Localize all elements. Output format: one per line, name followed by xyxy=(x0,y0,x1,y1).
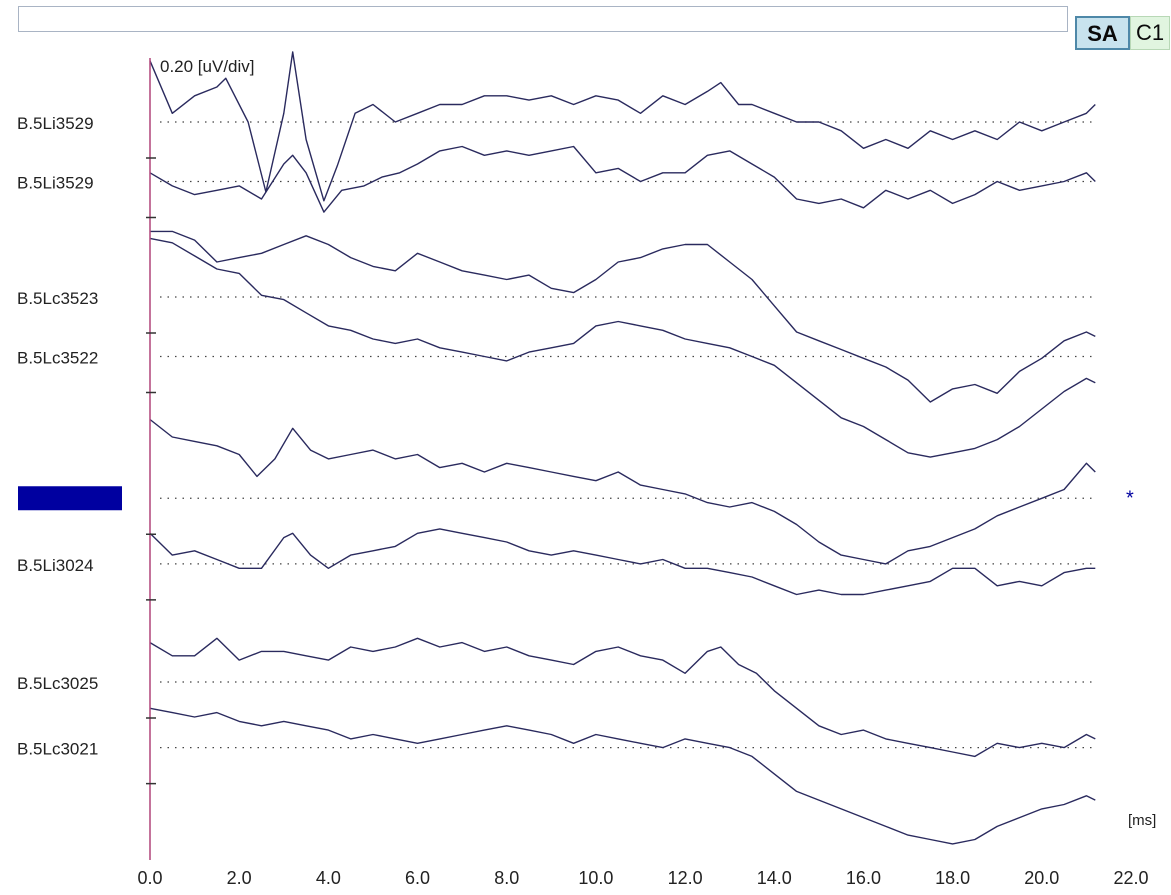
x-tick-label: 14.0 xyxy=(757,868,792,888)
signal-trace xyxy=(150,638,1095,756)
x-tick-label: 2.0 xyxy=(227,868,252,888)
channel-label-group: B.5Li3529 B.5Li3529 B.5Lc3523 B.5Lc3522 * B.5… xyxy=(17,114,1134,759)
x-tick-label: 12.0 xyxy=(668,868,703,888)
signal-trace xyxy=(150,52,1095,201)
signal-trace xyxy=(150,708,1095,844)
x-tick-label: 10.0 xyxy=(578,868,613,888)
x-tick-label: 8.0 xyxy=(494,868,519,888)
axis-tick-group xyxy=(146,158,156,784)
channel-label[interactable]: B.5Lc3523 xyxy=(17,289,98,308)
x-tick-label: 0.0 xyxy=(137,868,162,888)
x-unit-label: [ms] xyxy=(1128,812,1156,829)
channel-label[interactable]: B.5Lc3025 xyxy=(17,674,98,693)
x-tick-label: 16.0 xyxy=(846,868,881,888)
channel-label[interactable]: B.5Lc3021 xyxy=(17,740,98,759)
selected-channel-label[interactable] xyxy=(18,486,122,510)
x-tick-label: 18.0 xyxy=(935,868,970,888)
channel-label[interactable]: B.5Lc3522 xyxy=(17,349,98,368)
scale-label: 0.20 [uV/div] xyxy=(160,57,255,76)
channel-label[interactable]: B.5Li3529 xyxy=(17,174,94,193)
channel-label[interactable]: B.5Li3529 xyxy=(17,114,94,133)
signal-trace xyxy=(150,147,1095,213)
x-tick-label: 6.0 xyxy=(405,868,430,888)
signal-trace xyxy=(150,529,1095,595)
signal-trace xyxy=(150,420,1095,564)
x-tick-label: 20.0 xyxy=(1024,868,1059,888)
signal-trace xyxy=(150,231,1095,402)
x-tick-label-group: 0.0 2.0 4.0 6.0 8.0 10.0 12.0 14.0 16.0 18.0 20.0 2… xyxy=(137,868,1148,888)
x-tick-label: 22.0 xyxy=(1113,868,1148,888)
x-tick-label: 4.0 xyxy=(316,868,341,888)
trace-group xyxy=(150,52,1095,844)
baseline-group xyxy=(160,122,1092,748)
channel-label[interactable]: B.5Li3024 xyxy=(17,556,94,575)
signal-trace xyxy=(150,238,1095,457)
selected-channel-marker: * xyxy=(1126,487,1134,509)
